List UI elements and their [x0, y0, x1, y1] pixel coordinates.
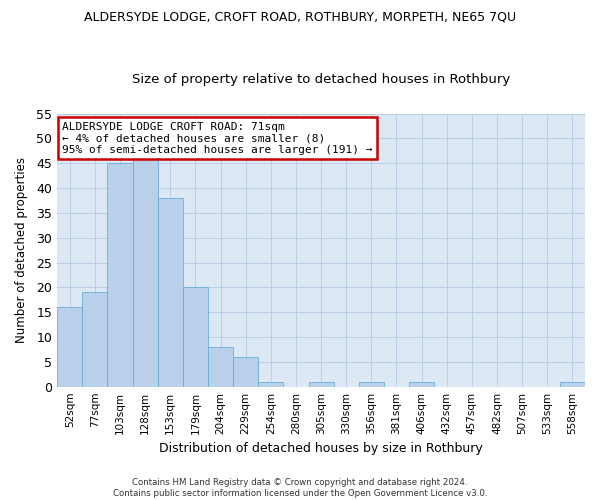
Text: Contains HM Land Registry data © Crown copyright and database right 2024.
Contai: Contains HM Land Registry data © Crown c… [113, 478, 487, 498]
Bar [359, 382, 384, 386]
Bar [183, 288, 208, 386]
Bar [409, 382, 434, 386]
Bar [560, 382, 585, 386]
Bar [233, 357, 258, 386]
Bar [208, 347, 233, 387]
Text: ALDERSYDE LODGE, CROFT ROAD, ROTHBURY, MORPETH, NE65 7QU: ALDERSYDE LODGE, CROFT ROAD, ROTHBURY, M… [84, 10, 516, 23]
Bar [308, 382, 334, 386]
Bar [258, 382, 283, 386]
Y-axis label: Number of detached properties: Number of detached properties [15, 157, 28, 343]
Bar [82, 292, 107, 386]
Bar [107, 163, 133, 386]
Text: ALDERSYDE LODGE CROFT ROAD: 71sqm
← 4% of detached houses are smaller (8)
95% of: ALDERSYDE LODGE CROFT ROAD: 71sqm ← 4% o… [62, 122, 373, 155]
Bar [158, 198, 183, 386]
Bar [57, 307, 82, 386]
Bar [133, 158, 158, 386]
X-axis label: Distribution of detached houses by size in Rothbury: Distribution of detached houses by size … [159, 442, 483, 455]
Title: Size of property relative to detached houses in Rothbury: Size of property relative to detached ho… [132, 73, 510, 86]
